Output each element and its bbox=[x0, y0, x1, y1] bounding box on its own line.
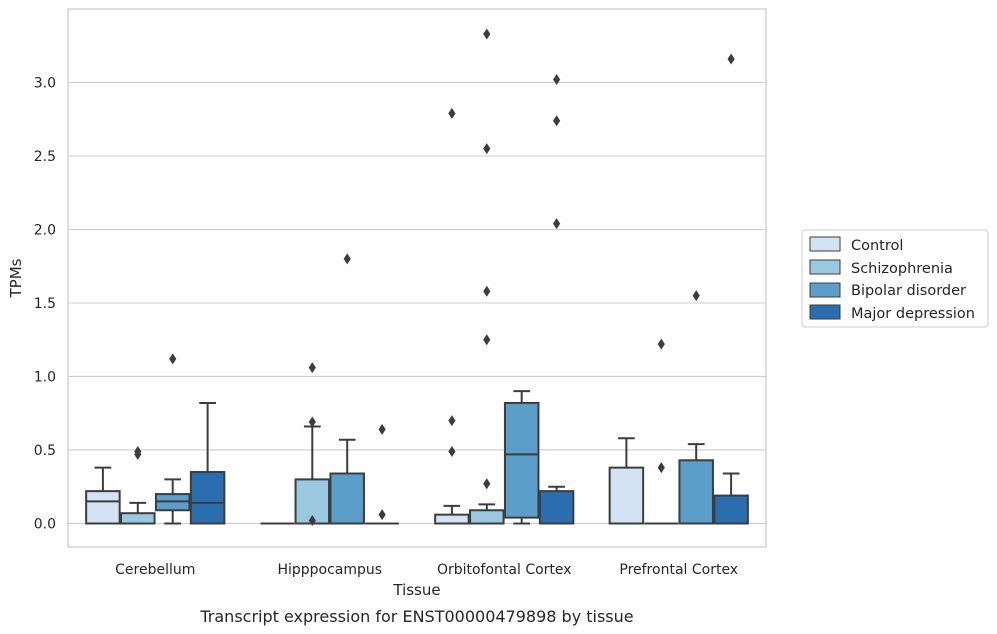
box-hipppocampus-schizophrenia-outlier-2 bbox=[308, 362, 316, 374]
y-tick-label-0-0: 0.0 bbox=[34, 516, 56, 532]
outliers bbox=[134, 28, 735, 527]
y-tick-label-0-5: 0.5 bbox=[34, 443, 56, 459]
box-hipppocampus-bipolar-disorder bbox=[329, 438, 365, 525]
box-orbitofontal-cortex-control-iqr bbox=[434, 513, 470, 525]
box-orbitofontal-cortex-schizophrenia-outlier-4 bbox=[483, 28, 491, 40]
legend-label-schizophrenia: Schizophrenia bbox=[851, 261, 953, 277]
box-cerebellum-schizophrenia bbox=[120, 501, 156, 525]
y-tick-label-2-5: 2.5 bbox=[34, 149, 56, 165]
box-cerebellum-major-depression bbox=[189, 401, 226, 525]
legend-swatch-bipolar-disorder bbox=[809, 282, 841, 298]
x-tick-label-cerebellum: Cerebellum bbox=[115, 562, 195, 578]
box-cerebellum-bipolar-disorder-outlier-0 bbox=[169, 353, 177, 365]
legend-swatch-major-depression bbox=[809, 304, 841, 320]
box-orbitofontal-cortex-bipolar-disorder bbox=[503, 390, 540, 525]
legend-swatch-schizophrenia bbox=[809, 259, 841, 275]
box-orbitofontal-cortex-control-outlier-0 bbox=[448, 445, 456, 457]
box-hipppocampus-bipolar-disorder-iqr bbox=[329, 472, 365, 525]
box-orbitofontal-cortex-control bbox=[434, 504, 470, 525]
box-prefrontal-cortex-schizophrenia-outlier-1 bbox=[657, 338, 665, 350]
box-orbitofontal-cortex-schizophrenia-iqr bbox=[469, 509, 505, 525]
box-hipppocampus-schizophrenia bbox=[294, 425, 331, 525]
y-axis-label: TPMs bbox=[7, 258, 25, 298]
box-orbitofontal-cortex-bipolar-disorder-iqr bbox=[503, 401, 540, 519]
box-hipppocampus-bipolar-disorder-outlier-0 bbox=[343, 253, 351, 265]
box-orbitofontal-cortex-major-depression-iqr bbox=[538, 490, 575, 525]
box-cerebellum-bipolar-disorder bbox=[154, 478, 191, 525]
boxes bbox=[85, 390, 749, 525]
legend-swatch-control bbox=[809, 236, 841, 252]
box-prefrontal-cortex-schizophrenia-outlier-0 bbox=[657, 462, 665, 474]
box-orbitofontal-cortex-schizophrenia-outlier-2 bbox=[483, 285, 491, 297]
box-orbitofontal-cortex-schizophrenia-outlier-0 bbox=[483, 478, 491, 490]
box-orbitofontal-cortex-major-depression-outlier-2 bbox=[553, 74, 561, 86]
box-prefrontal-cortex-bipolar-disorder bbox=[678, 443, 714, 525]
y-tick-label-2-0: 2.0 bbox=[34, 222, 56, 238]
box-hipppocampus-major-depression-outlier-1 bbox=[378, 423, 386, 435]
legend-frame bbox=[801, 229, 989, 328]
box-prefrontal-cortex-bipolar-disorder-iqr bbox=[678, 459, 714, 525]
legend: Control Schizophrenia Bipolar disorder M… bbox=[801, 229, 989, 328]
x-tick-label-orbitofontal-cortex: Orbitofontal Cortex bbox=[437, 562, 572, 578]
box-hipppocampus-major-depression-outlier-0 bbox=[378, 509, 386, 521]
plot-area bbox=[67, 8, 767, 548]
box-hipppocampus-schizophrenia-outlier-0 bbox=[308, 515, 316, 527]
x-axis-ticks: Cerebellum Hipppocampus Orbitofontal Corte… bbox=[115, 562, 738, 578]
box-orbitofontal-cortex-major-depression-outlier-0 bbox=[553, 218, 561, 230]
box-cerebellum-control bbox=[85, 466, 121, 525]
y-tick-label-3-0: 3.0 bbox=[34, 75, 56, 91]
x-tick-label-hipppocampus: Hipppocampus bbox=[277, 562, 382, 578]
box-prefrontal-cortex-major-depression-iqr bbox=[713, 494, 749, 525]
box-cerebellum-major-depression-iqr bbox=[189, 471, 226, 525]
gridlines bbox=[68, 81, 766, 525]
y-tick-label-1-5: 1.5 bbox=[34, 296, 56, 312]
y-tick-label-1-0: 1.0 bbox=[34, 369, 56, 385]
box-orbitofontal-cortex-schizophrenia-outlier-3 bbox=[483, 143, 491, 155]
box-prefrontal-cortex-bipolar-disorder-outlier-0 bbox=[692, 290, 700, 302]
box-orbitofontal-cortex-major-depression bbox=[538, 485, 575, 525]
legend-label-control: Control bbox=[851, 238, 903, 254]
box-orbitofontal-cortex-control-outlier-1 bbox=[448, 415, 456, 427]
box-hipppocampus-schizophrenia-outlier-1 bbox=[308, 416, 316, 428]
box-cerebellum-schizophrenia-iqr bbox=[120, 512, 156, 525]
box-orbitofontal-cortex-major-depression-outlier-1 bbox=[553, 115, 561, 127]
chart-caption: Transcript expression for ENST0000047989… bbox=[199, 607, 633, 626]
box-orbitofontal-cortex-control-outlier-2 bbox=[448, 107, 456, 119]
box-prefrontal-cortex-major-depression-outlier-0 bbox=[727, 53, 735, 65]
box-prefrontal-cortex-control-iqr bbox=[608, 466, 645, 525]
legend-label-bipolar-disorder: Bipolar disorder bbox=[851, 283, 966, 299]
box-prefrontal-cortex-control bbox=[608, 437, 645, 525]
x-axis-label: Tissue bbox=[392, 581, 440, 599]
box-prefrontal-cortex-major-depression bbox=[713, 472, 749, 525]
box-orbitofontal-cortex-schizophrenia bbox=[469, 503, 505, 525]
x-tick-label-prefrontal-cortex: Prefrontal Cortex bbox=[619, 562, 738, 578]
box-cerebellum-schizophrenia-outlier-1 bbox=[134, 445, 142, 457]
box-cerebellum-control-iqr bbox=[85, 490, 121, 525]
legend-label-major-depression: Major depression bbox=[851, 306, 975, 322]
y-axis-ticks: 0.0 0.5 1.0 1.5 2.0 2.5 3.0 bbox=[34, 75, 56, 532]
box-orbitofontal-cortex-schizophrenia-outlier-1 bbox=[483, 334, 491, 346]
